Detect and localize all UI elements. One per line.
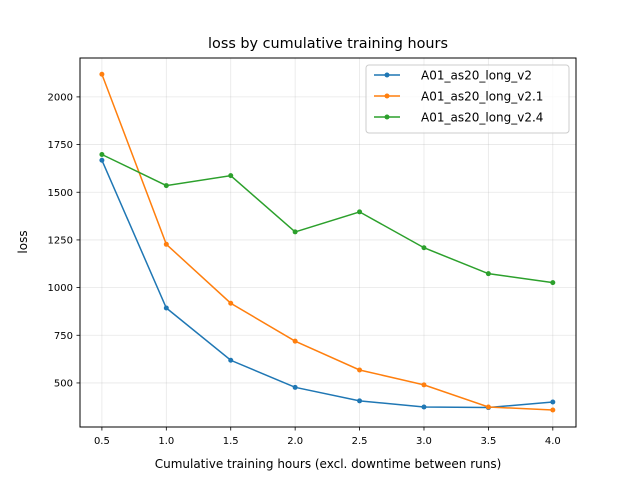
legend-box: [365, 64, 570, 134]
x-tick-label: 2.5: [352, 436, 368, 447]
y-axis-label: loss: [16, 230, 30, 253]
data-point: [292, 338, 298, 344]
legend-label: A01_as20_long_v2.4: [421, 111, 543, 125]
x-tick-label: 3.5: [480, 436, 496, 447]
legend-label: A01_as20_long_v2.1: [421, 90, 543, 104]
data-point: [163, 241, 169, 247]
series-line: [101, 73, 553, 411]
x-tick-label: 0.5: [94, 436, 110, 447]
series-2: [99, 151, 556, 286]
series-1: [99, 71, 556, 413]
legend-label: A01_as20_long_v2: [421, 69, 532, 83]
data-point: [421, 404, 427, 410]
data-point: [421, 245, 427, 251]
chart-title: loss by cumulative training hours: [208, 36, 448, 52]
data-point: [99, 157, 105, 163]
data-point: [163, 183, 169, 189]
data-point: [292, 384, 298, 390]
data-point: [421, 382, 427, 388]
data-point: [292, 229, 298, 235]
data-point: [550, 280, 556, 286]
y-tick-label: 1500: [48, 188, 73, 199]
y-tick-label: 1750: [48, 140, 73, 151]
data-point: [357, 367, 363, 373]
y-tick-label: 500: [54, 378, 73, 389]
series-line: [101, 153, 553, 284]
legend-marker: [384, 72, 390, 78]
data-point: [357, 398, 363, 404]
x-tick-label: 1.5: [223, 436, 239, 447]
y-tick-label: 750: [54, 331, 73, 342]
y-tick-label: 1250: [48, 235, 73, 246]
data-point: [550, 407, 556, 413]
data-point: [228, 300, 234, 306]
series-group: [99, 71, 556, 413]
data-point: [228, 173, 234, 179]
data-point: [99, 151, 105, 157]
ticks: 0.5 1.0 1.5 2.0 2.5 3.0 3.5 4.0 500 750 1000 1250 15…: [48, 92, 561, 447]
data-point: [228, 357, 234, 363]
data-point: [485, 404, 491, 410]
legend-marker: [384, 93, 390, 99]
legend-marker: [384, 114, 390, 120]
data-point: [99, 71, 105, 77]
x-tick-label: 1.0: [158, 436, 174, 447]
data-point: [357, 209, 363, 215]
plot-frame: [79, 57, 577, 428]
y-tick-label: 1000: [48, 283, 73, 294]
data-point: [163, 305, 169, 311]
series-line: [101, 159, 553, 409]
y-tick-label: 2000: [48, 92, 73, 103]
legend: A01_as20_long_v2 A01_as20_long_v2.1 A01_as…: [365, 64, 570, 134]
data-point: [550, 399, 556, 405]
x-tick-label: 4.0: [545, 436, 561, 447]
x-axis-label: Cumulative training hours (excl. downtim…: [155, 457, 502, 471]
x-tick-label: 3.0: [416, 436, 432, 447]
data-point: [485, 271, 491, 277]
x-tick-label: 2.0: [287, 436, 303, 447]
